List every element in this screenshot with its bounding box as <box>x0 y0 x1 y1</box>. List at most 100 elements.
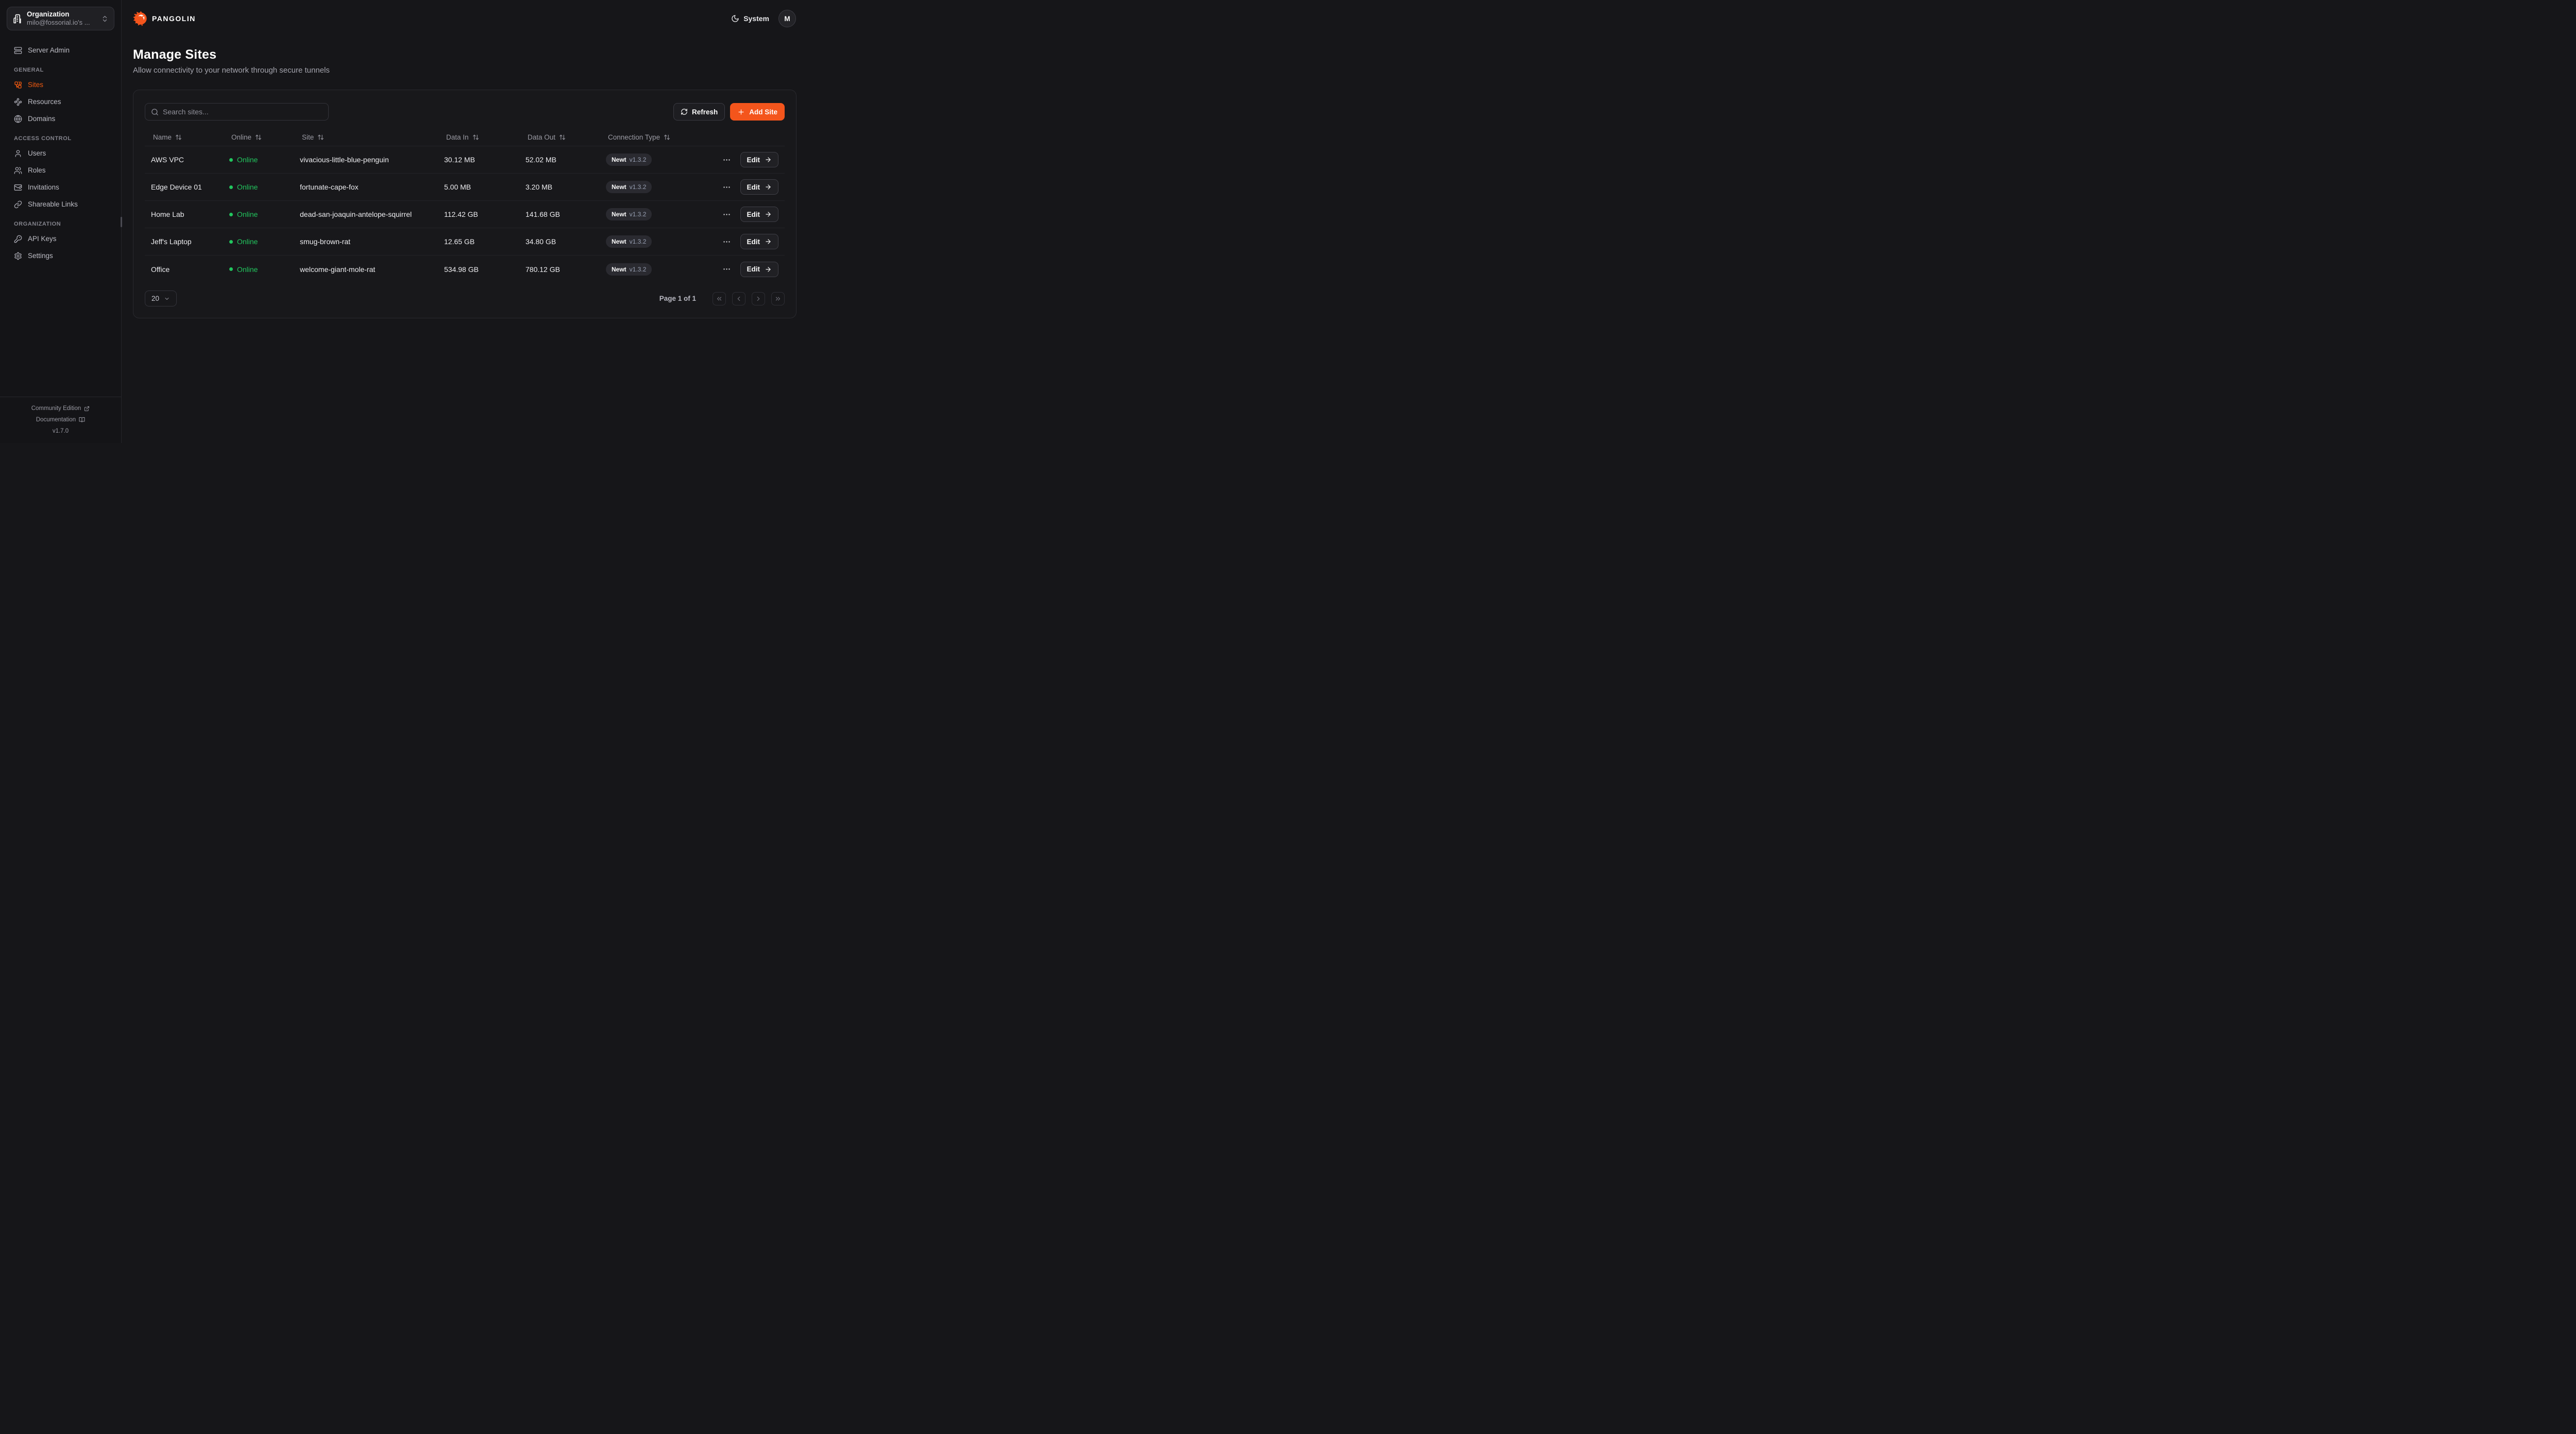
page-title: Manage Sites <box>133 47 217 62</box>
connection-type-badge: Newt v1.3.2 <box>606 208 652 220</box>
data-out-cell: 780.12 GB <box>526 265 560 274</box>
edit-button[interactable]: Edit <box>740 179 778 195</box>
moon-icon <box>731 14 739 23</box>
table-header: Name Online Site Data In Data Out <box>145 129 785 146</box>
combine-icon <box>14 81 22 89</box>
arrow-right-icon <box>765 266 772 273</box>
org-selector[interactable]: Organization milo@fossorial.io's ... <box>7 7 114 30</box>
search-box <box>145 103 329 121</box>
arrow-right-icon <box>765 183 772 191</box>
theme-toggle-button[interactable]: System <box>731 14 769 23</box>
edit-button[interactable]: Edit <box>740 234 778 249</box>
page-subtitle: Allow connectivity to your network throu… <box>133 66 330 75</box>
chevron-right-icon <box>755 295 762 302</box>
link-icon <box>14 200 22 209</box>
data-in-cell: 112.42 GB <box>444 210 478 218</box>
sidebar-item-settings[interactable]: Settings <box>0 249 121 262</box>
sidebar-item-users[interactable]: Users <box>0 147 121 160</box>
org-title: Organization <box>27 10 70 18</box>
column-header-data-out[interactable]: Data Out <box>519 133 600 141</box>
table-row: Edge Device 01 Online fortunate-cape-fox… <box>145 174 785 201</box>
sidebar-item-label: Sites <box>28 80 44 89</box>
add-site-button[interactable]: Add Site <box>730 103 785 121</box>
waypoints-icon <box>14 98 22 106</box>
site-id-cell: fortunate-cape-fox <box>300 183 359 191</box>
section-heading-organization: ORGANIZATION <box>14 221 61 227</box>
sidebar-item-shareable-links[interactable]: Shareable Links <box>0 198 121 211</box>
sidebar-item-roles[interactable]: Roles <box>0 164 121 177</box>
sidebar-item-label: API Keys <box>28 234 57 243</box>
column-header-site[interactable]: Site <box>294 133 438 141</box>
arrow-up-down-icon <box>317 134 324 141</box>
next-page-button[interactable] <box>752 292 765 305</box>
row-actions-button[interactable] <box>721 264 732 275</box>
online-status-cell: Online <box>223 265 294 274</box>
app-root: Organization milo@fossorial.io's ... Ser… <box>0 0 808 443</box>
sidebar-item-label: Invitations <box>28 183 59 191</box>
row-actions-button[interactable] <box>721 236 732 247</box>
column-header-connection-type[interactable]: Connection Type <box>600 133 717 141</box>
sidebar-item-label: Shareable Links <box>28 200 78 208</box>
sidebar-item-invitations[interactable]: Invitations <box>0 181 121 194</box>
data-out-cell: 34.80 GB <box>526 237 556 246</box>
edit-button[interactable]: Edit <box>740 261 778 277</box>
refresh-button[interactable]: Refresh <box>673 103 725 121</box>
connection-type-cell: Newt v1.3.2 <box>600 181 717 193</box>
row-actions-button[interactable] <box>721 209 732 220</box>
documentation-link[interactable]: Documentation <box>0 414 121 425</box>
avatar[interactable]: M <box>778 10 796 27</box>
topbar: PANGOLIN System M <box>122 0 808 37</box>
last-page-button[interactable] <box>771 292 785 305</box>
arrow-right-icon <box>765 156 772 163</box>
online-status-cell: Online <box>223 210 294 218</box>
data-in-cell: 5.00 MB <box>444 183 471 191</box>
sidebar: Organization milo@fossorial.io's ... Ser… <box>0 0 122 443</box>
column-header-online[interactable]: Online <box>223 133 294 141</box>
external-link-icon <box>84 406 90 412</box>
ellipsis-icon <box>722 156 731 164</box>
community-edition-link[interactable]: Community Edition <box>0 403 121 414</box>
search-input[interactable] <box>163 108 323 116</box>
connection-type-badge: Newt v1.3.2 <box>606 153 652 166</box>
sidebar-resize-handle[interactable] <box>121 217 122 227</box>
site-name-cell: Jeff's Laptop <box>151 237 192 246</box>
sidebar-item-api-keys[interactable]: API Keys <box>0 232 121 245</box>
online-status-dot <box>229 267 233 271</box>
sidebar-item-resources[interactable]: Resources <box>0 95 121 108</box>
user-icon <box>14 149 22 158</box>
first-page-button[interactable] <box>713 292 726 305</box>
sidebar-item-label: Resources <box>28 97 61 106</box>
page-head: Manage Sites Allow connectivity to your … <box>122 37 808 75</box>
sidebar-item-label: Settings <box>28 251 53 260</box>
page-size-select[interactable]: 20 <box>145 291 177 306</box>
sidebar-item-label: Domains <box>28 114 56 123</box>
app-version: v1.7.0 <box>52 428 69 434</box>
main-content: PANGOLIN System M Manage Sites Allow con… <box>122 0 808 443</box>
online-status-cell: Online <box>223 183 294 191</box>
sites-card: Refresh Add Site Name Online <box>133 90 796 318</box>
pangolin-logo-icon <box>133 11 148 26</box>
sidebar-item-domains[interactable]: Domains <box>0 112 121 125</box>
chevrons-up-down-icon <box>101 15 109 23</box>
org-subtitle: milo@fossorial.io's ... <box>27 19 90 27</box>
sidebar-item-sites[interactable]: Sites <box>0 78 121 91</box>
edit-button[interactable]: Edit <box>740 152 778 167</box>
mail-check-icon <box>14 183 22 192</box>
data-in-cell: 30.12 MB <box>444 156 475 164</box>
sidebar-item-server-admin[interactable]: Server Admin <box>0 44 121 57</box>
theme-toggle-label: System <box>743 14 769 23</box>
ellipsis-icon <box>722 265 731 274</box>
column-header-name[interactable]: Name <box>145 133 223 141</box>
online-status-cell: Online <box>223 156 294 164</box>
online-status-dot <box>229 185 233 189</box>
connection-type-badge: Newt v1.3.2 <box>606 235 652 248</box>
online-status-cell: Online <box>223 237 294 246</box>
arrow-up-down-icon <box>255 134 262 141</box>
column-header-data-in[interactable]: Data In <box>438 133 519 141</box>
previous-page-button[interactable] <box>732 292 745 305</box>
online-status-dot <box>229 212 233 216</box>
row-actions-button[interactable] <box>721 155 732 165</box>
refresh-icon <box>681 108 688 115</box>
edit-button[interactable]: Edit <box>740 207 778 222</box>
row-actions-button[interactable] <box>721 182 732 193</box>
